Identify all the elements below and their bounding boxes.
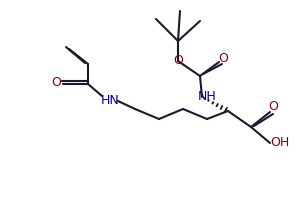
Text: O: O [51, 76, 61, 90]
Text: O: O [218, 51, 228, 65]
Text: O: O [268, 101, 278, 113]
Text: O: O [173, 55, 183, 67]
Text: NH: NH [198, 90, 216, 104]
Text: HN: HN [101, 95, 119, 108]
Text: OH: OH [271, 136, 289, 150]
